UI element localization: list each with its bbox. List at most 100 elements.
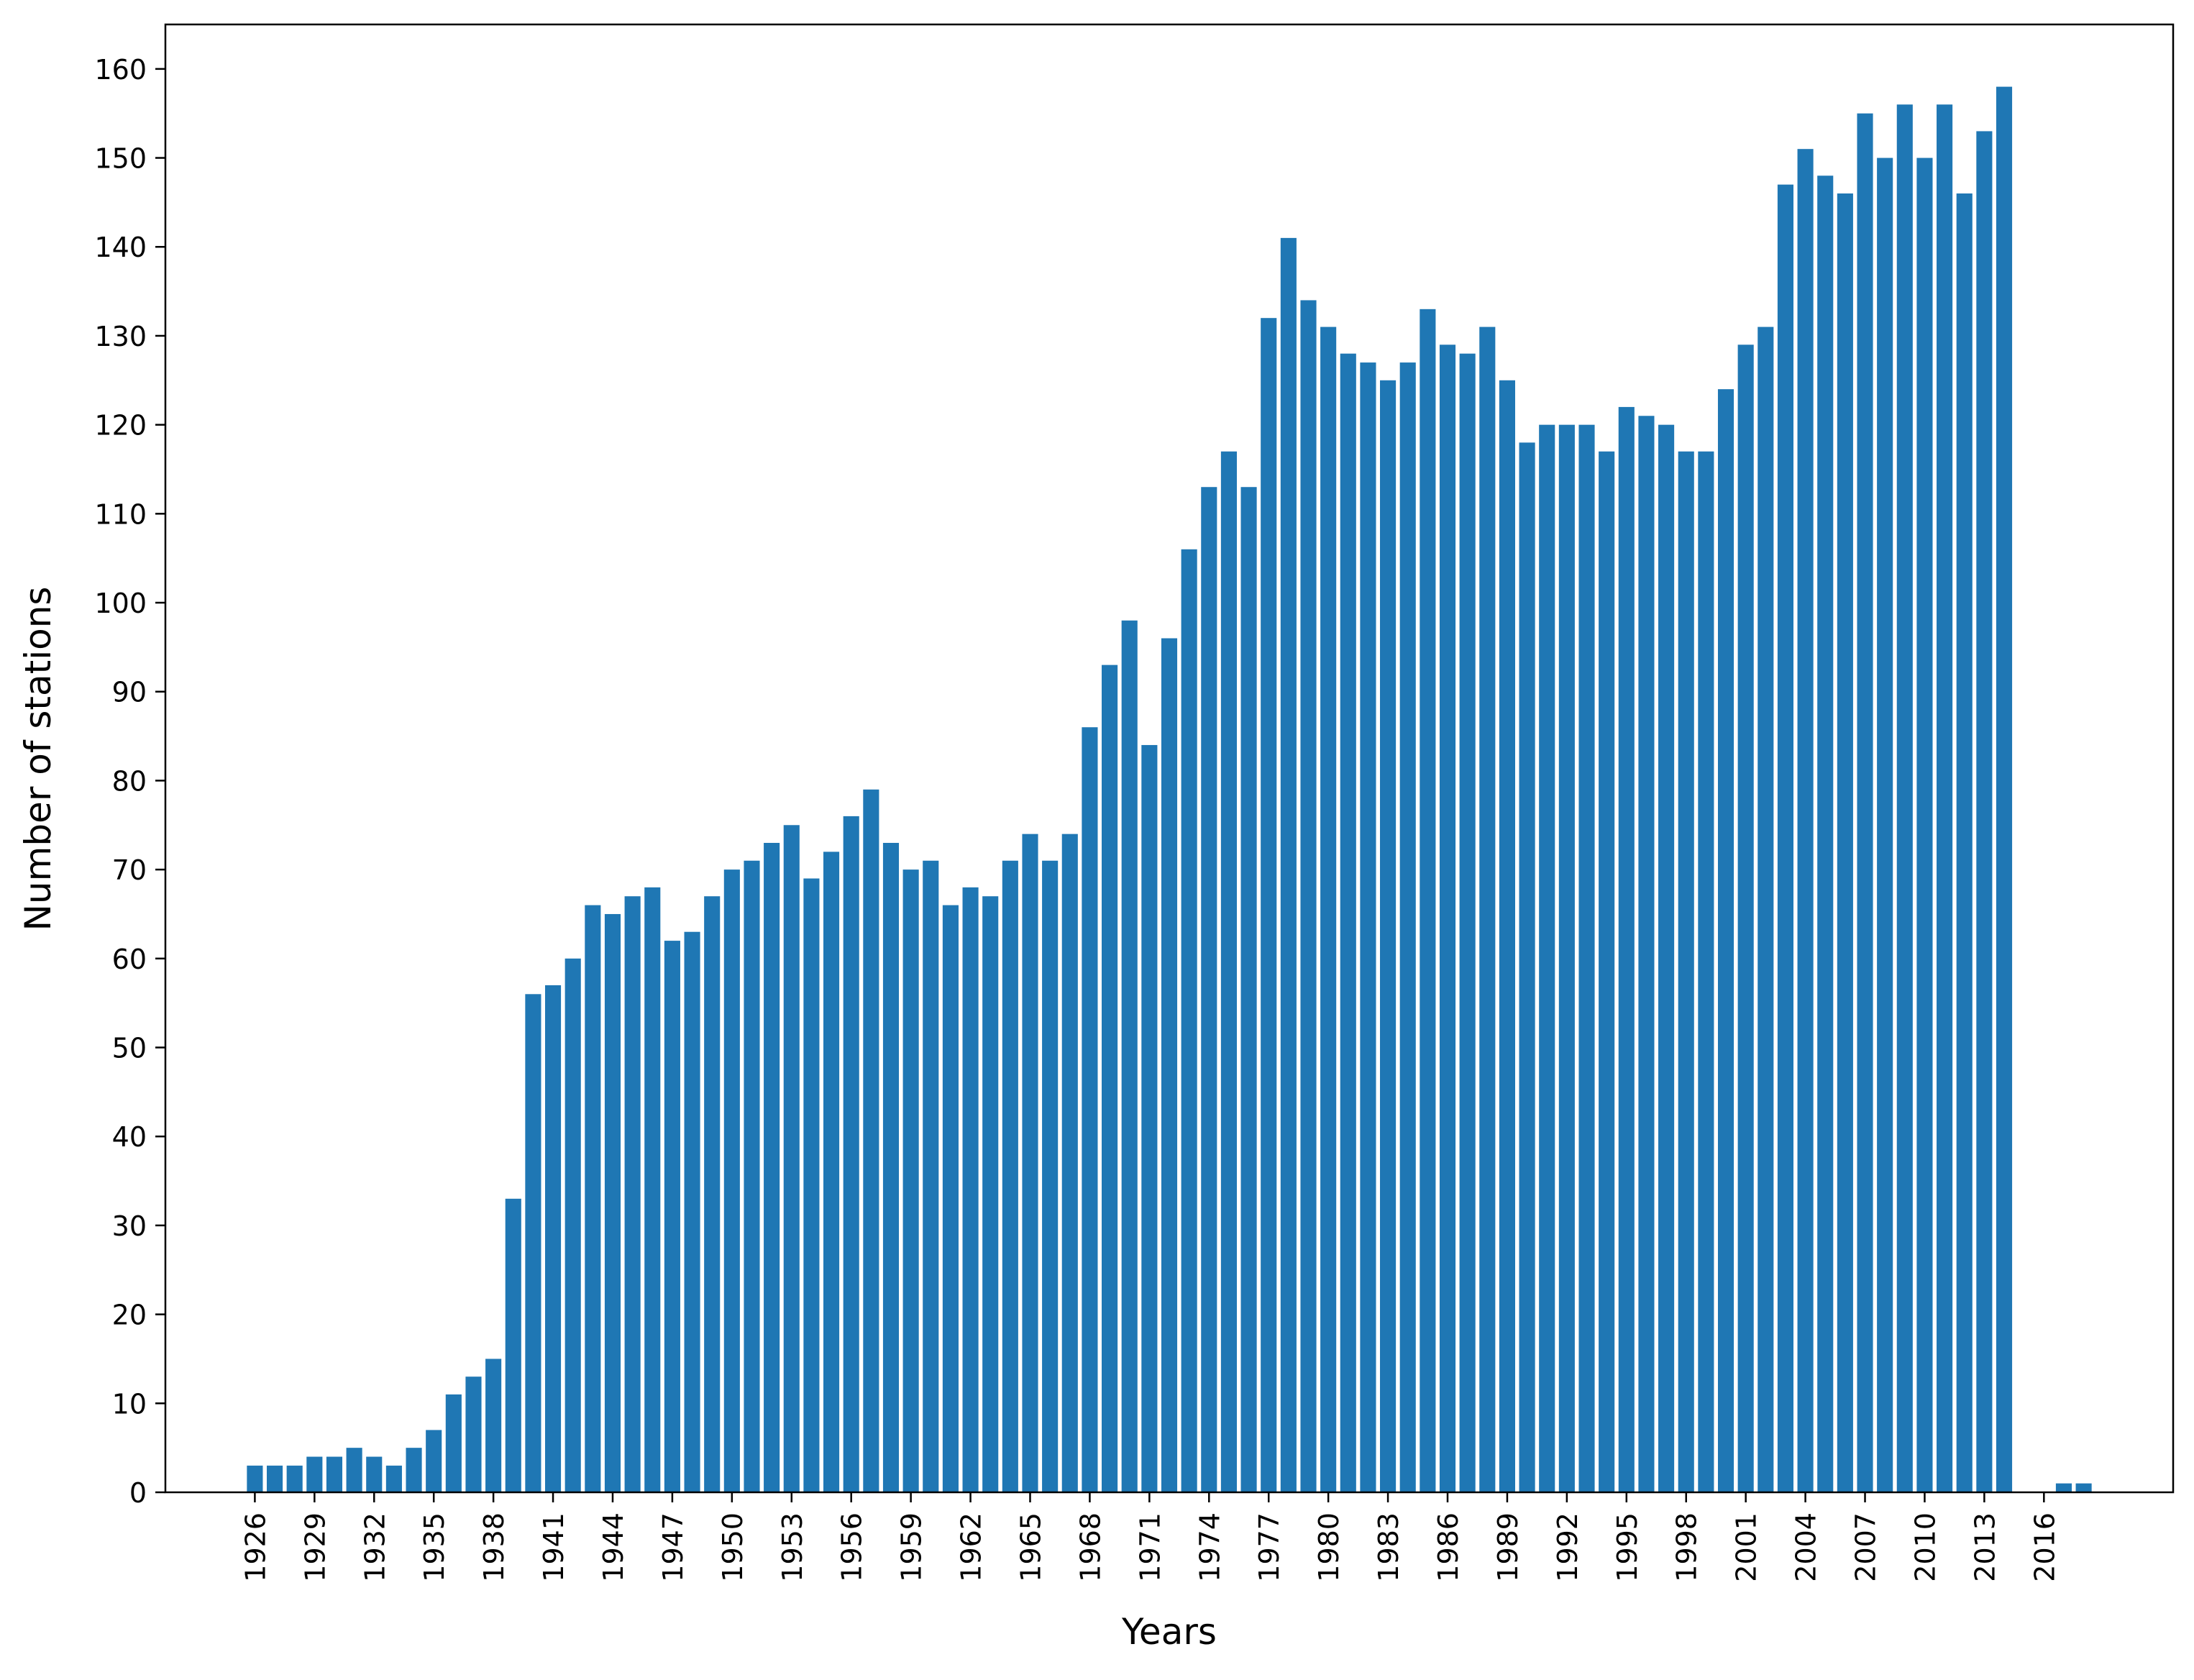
bar-2003 <box>1777 184 1793 1492</box>
x-tick-label: 1977 <box>1253 1512 1285 1582</box>
bar-1976 <box>1240 487 1257 1492</box>
x-tick-label: 1989 <box>1492 1512 1524 1582</box>
x-tick-label: 2001 <box>1731 1512 1763 1582</box>
bar-1930 <box>326 1456 343 1492</box>
bar-2007 <box>1857 113 1873 1493</box>
bar-1961 <box>942 905 959 1492</box>
bar-1987 <box>1459 353 1476 1493</box>
bar-1960 <box>923 860 939 1492</box>
bar-1959 <box>902 869 919 1492</box>
bar-1977 <box>1261 318 1277 1493</box>
bar-1943 <box>585 905 601 1492</box>
x-tick-label: 1983 <box>1373 1512 1404 1582</box>
bar-1941 <box>544 985 562 1492</box>
bar-1999 <box>1698 451 1714 1492</box>
y-tick-label: 120 <box>94 410 147 442</box>
bar-1949 <box>704 896 721 1492</box>
y-tick-label: 150 <box>94 143 147 175</box>
bar-1937 <box>465 1377 482 1492</box>
bar-1969 <box>1102 665 1118 1492</box>
bar-1939 <box>505 1198 521 1492</box>
plot-frame <box>164 23 2175 1494</box>
bar-1940 <box>525 994 541 1492</box>
y-tick-label: 130 <box>94 321 147 352</box>
bar-1933 <box>385 1465 402 1492</box>
x-tick-label: 1926 <box>239 1512 271 1582</box>
x-tick-label: 1974 <box>1194 1512 1225 1582</box>
bar-1980 <box>1320 327 1337 1492</box>
bar-1946 <box>644 887 661 1492</box>
y-tick-label: 110 <box>94 498 147 530</box>
bar-1994 <box>1599 451 1615 1492</box>
x-tick-label: 1929 <box>299 1512 331 1582</box>
bar-2009 <box>1896 104 1913 1493</box>
x-tick-label: 1938 <box>478 1512 510 1582</box>
bar-1954 <box>803 878 820 1492</box>
bar-1985 <box>1420 309 1436 1493</box>
bar-1973 <box>1181 549 1197 1492</box>
y-tick-label: 10 <box>112 1388 147 1420</box>
bar-1981 <box>1340 353 1356 1493</box>
bar-2013 <box>1976 131 1993 1493</box>
bar-2014 <box>1996 86 2013 1493</box>
bar-1967 <box>1061 834 1078 1492</box>
bar-2010 <box>1916 158 1933 1492</box>
bar-1989 <box>1499 380 1515 1492</box>
bar-1974 <box>1201 487 1217 1492</box>
bar-1988 <box>1479 327 1496 1492</box>
x-tick-label: 1995 <box>1612 1512 1643 1582</box>
bar-1948 <box>684 931 700 1492</box>
bar-1965 <box>1022 834 1038 1492</box>
bar-1963 <box>982 896 999 1492</box>
y-tick-label: 30 <box>112 1210 147 1242</box>
y-tick-label: 90 <box>112 677 147 708</box>
bar-1936 <box>445 1394 462 1492</box>
y-tick-label: 140 <box>94 232 147 263</box>
bar-1962 <box>962 887 979 1492</box>
y-tick-label: 40 <box>112 1121 147 1153</box>
bar-1953 <box>783 825 800 1492</box>
bar-2011 <box>1937 104 1953 1493</box>
y-tick-label: 80 <box>112 765 147 797</box>
y-tick-label: 0 <box>129 1477 147 1509</box>
bar-1995 <box>1618 406 1635 1492</box>
x-tick-label: 2004 <box>1791 1512 1822 1582</box>
x-tick-label: 1935 <box>419 1512 450 1582</box>
bar-1970 <box>1121 620 1138 1492</box>
bar-1979 <box>1300 300 1317 1493</box>
bar-2005 <box>1817 175 1834 1492</box>
x-tick-label: 1971 <box>1134 1512 1166 1582</box>
x-tick-label: 1980 <box>1313 1512 1345 1582</box>
bar-2001 <box>1737 344 1754 1492</box>
x-tick-label: 1953 <box>777 1512 808 1582</box>
bar-2000 <box>1717 389 1734 1493</box>
bar-1993 <box>1578 424 1595 1492</box>
bar-1997 <box>1658 424 1675 1492</box>
x-tick-label: 1932 <box>359 1512 390 1582</box>
y-tick-label: 60 <box>112 944 147 975</box>
x-tick-label: 2013 <box>1969 1512 2001 1582</box>
bar-1952 <box>764 843 780 1492</box>
x-tick-label: 1998 <box>1671 1512 1703 1582</box>
y-tick-label: 50 <box>112 1033 147 1064</box>
bars-layer <box>247 86 2092 1493</box>
x-tick-label: 1962 <box>956 1512 987 1582</box>
bar-2004 <box>1797 149 1814 1493</box>
bar-1968 <box>1082 727 1098 1493</box>
x-tick-label: 1986 <box>1432 1512 1464 1582</box>
bar-1934 <box>406 1448 422 1492</box>
bar-1951 <box>744 860 760 1492</box>
bar-1958 <box>882 843 900 1492</box>
x-tick-label: 1968 <box>1074 1512 1106 1582</box>
bar-1986 <box>1439 344 1456 1492</box>
x-axis-label: Years <box>1121 1611 1217 1653</box>
bar-1928 <box>286 1465 303 1492</box>
y-tick-label: 20 <box>112 1300 147 1331</box>
y-tick-label: 70 <box>112 854 147 886</box>
x-tick-label: 1956 <box>836 1512 868 1582</box>
bar-1991 <box>1539 424 1555 1492</box>
bar-1955 <box>823 852 840 1492</box>
bar-1971 <box>1141 744 1158 1492</box>
